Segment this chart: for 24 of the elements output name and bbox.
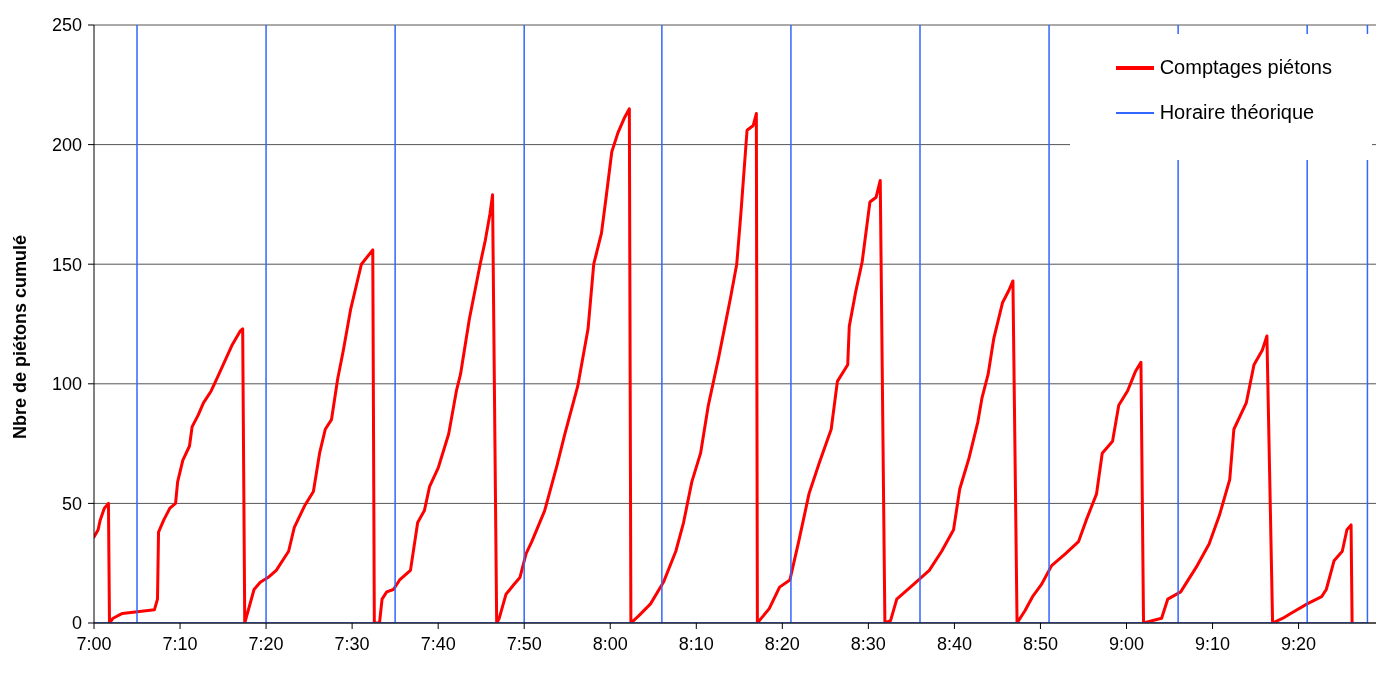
legend-label: Horaire théorique — [1159, 101, 1315, 124]
y-tick-label: 200 — [51, 134, 82, 155]
x-tick-label: 9:20 — [1281, 633, 1317, 654]
y-axis-title: Nbre de piétons cumulé — [10, 234, 31, 439]
x-tick-label: 8:10 — [678, 633, 714, 654]
y-tick-label: 100 — [51, 374, 82, 395]
x-tick-label: 8:50 — [1022, 633, 1058, 654]
y-tick-label: 150 — [51, 254, 82, 275]
x-tick-label: 8:40 — [936, 633, 972, 654]
x-tick-label: 9:10 — [1195, 633, 1231, 654]
y-tick-label: 250 — [51, 15, 82, 36]
y-tick-label: 50 — [61, 493, 82, 514]
x-tick-label: 7:20 — [248, 633, 284, 654]
x-tick-label: 8:20 — [764, 633, 800, 654]
x-tick-label: 7:30 — [334, 633, 370, 654]
x-tick-label: 8:30 — [850, 633, 886, 654]
y-tick-label: 0 — [71, 613, 82, 634]
legend-label: Comptages piétons — [1159, 56, 1332, 79]
x-tick-label: 7:40 — [420, 633, 456, 654]
x-tick-label: 7:00 — [76, 633, 112, 654]
x-tick-label: 8:00 — [592, 633, 628, 654]
x-tick-label: 9:00 — [1108, 633, 1145, 654]
x-tick-label: 7:10 — [162, 633, 198, 654]
x-tick-label: 7:50 — [506, 633, 542, 654]
